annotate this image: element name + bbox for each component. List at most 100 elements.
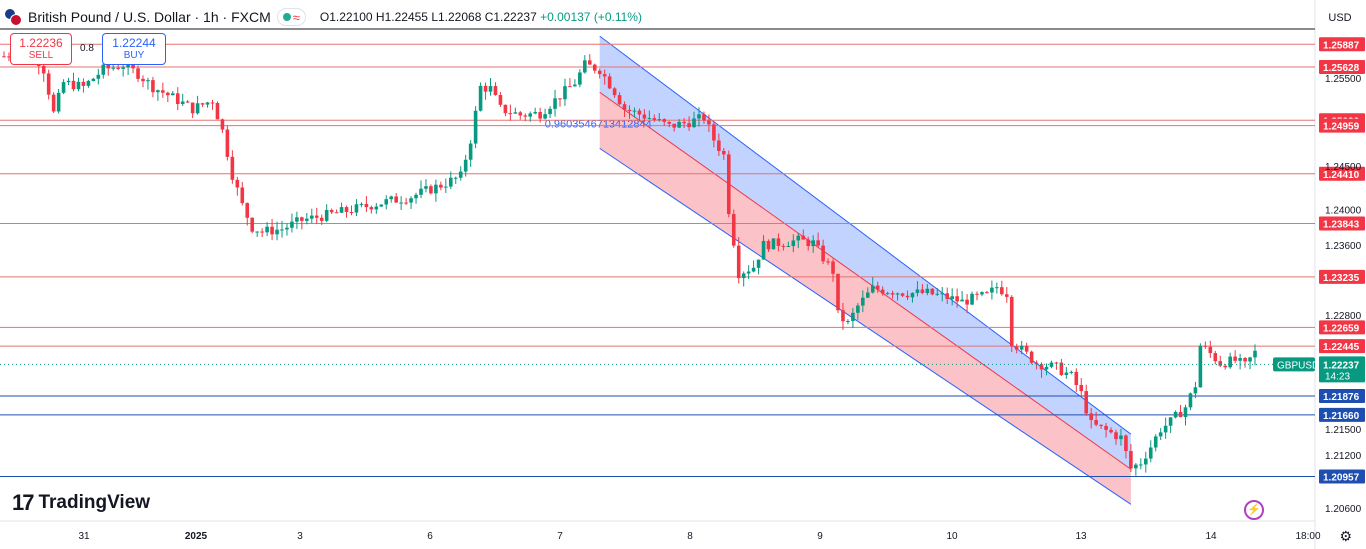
candle-body bbox=[702, 114, 706, 121]
candle-body bbox=[816, 240, 820, 246]
candle-body bbox=[587, 60, 592, 65]
candle-body bbox=[1059, 362, 1064, 376]
candle-body bbox=[722, 150, 726, 155]
candle-body bbox=[1203, 345, 1208, 347]
candle-body bbox=[414, 194, 418, 199]
market-status-pill[interactable]: ≈ bbox=[276, 8, 306, 26]
x-tick-9: 9 bbox=[817, 531, 823, 542]
candle-body bbox=[801, 235, 806, 240]
lightning-icon[interactable]: ⚡ bbox=[1244, 500, 1264, 520]
candle-body bbox=[240, 187, 245, 204]
candle-body bbox=[121, 67, 125, 69]
settings-gear-icon[interactable]: ⚙ bbox=[1339, 528, 1352, 544]
candle-body bbox=[220, 119, 225, 130]
candle-body bbox=[473, 110, 478, 144]
candle-body bbox=[1124, 435, 1128, 452]
candle-body bbox=[771, 238, 776, 250]
candle-body bbox=[905, 295, 910, 298]
candle-body bbox=[846, 320, 850, 322]
candle-body bbox=[166, 92, 170, 96]
countdown-label: 14:23 bbox=[1325, 371, 1350, 382]
candle-body bbox=[314, 215, 319, 218]
tradingview-logo[interactable]: 17 TradingView bbox=[12, 490, 150, 516]
candle-body bbox=[76, 81, 81, 90]
candle-body bbox=[1129, 451, 1133, 469]
candle-body bbox=[791, 240, 796, 247]
candle-body bbox=[329, 209, 334, 213]
candle-body bbox=[1039, 364, 1044, 370]
candle-body bbox=[861, 297, 865, 306]
level-tag-1.20957 bbox=[1319, 469, 1365, 484]
candle-body bbox=[225, 129, 230, 157]
currency-button[interactable]: USD bbox=[1328, 12, 1352, 24]
candle-body bbox=[657, 119, 662, 121]
spread-value: 0.8 bbox=[80, 43, 94, 54]
x-tick-10: 10 bbox=[946, 531, 958, 542]
candle-body bbox=[429, 186, 433, 194]
candle-body bbox=[2, 56, 6, 58]
candle-body bbox=[394, 196, 398, 203]
candle-body bbox=[1049, 362, 1054, 367]
candle-body bbox=[826, 261, 830, 263]
candle-body bbox=[101, 64, 106, 75]
candle-body bbox=[1173, 411, 1178, 418]
candle-body bbox=[260, 231, 264, 233]
level-tag-1.21660 bbox=[1319, 407, 1365, 422]
candle-body bbox=[56, 92, 61, 112]
candle-body bbox=[146, 80, 150, 82]
candle-body bbox=[637, 110, 642, 115]
candle-body bbox=[424, 186, 428, 189]
candle-body bbox=[1094, 420, 1098, 425]
candle-body bbox=[652, 118, 657, 120]
candle-body bbox=[309, 215, 314, 219]
level-tag-1.25628 bbox=[1319, 60, 1365, 75]
y-tick-1.22800: 1.22800 bbox=[1325, 311, 1362, 322]
candle-body bbox=[707, 120, 711, 125]
symbol-title[interactable]: British Pound / U.S. Dollar · 1h · FXCM bbox=[28, 9, 271, 25]
candle-body bbox=[717, 140, 721, 151]
ohlc-text: O1.22100 H1.22455 L1.22068 C1.22237 bbox=[319, 10, 537, 24]
candle-body bbox=[498, 94, 503, 105]
candle-body bbox=[885, 293, 890, 295]
candle-body bbox=[731, 214, 736, 246]
candle-body bbox=[1099, 424, 1103, 426]
channel-upper-line bbox=[599, 35, 1132, 435]
candle-body bbox=[766, 240, 771, 250]
level-tag-1.23235 bbox=[1319, 269, 1365, 284]
candle-body bbox=[230, 156, 235, 180]
candle-body bbox=[170, 93, 175, 96]
candle-body bbox=[806, 239, 811, 247]
candle-body bbox=[1064, 372, 1069, 376]
level-tag-1.25887 bbox=[1319, 37, 1365, 52]
candle-body bbox=[543, 114, 547, 119]
level-label-1.24410: 1.24410 bbox=[1323, 170, 1360, 181]
candle-body bbox=[1109, 429, 1113, 433]
candle-body bbox=[235, 179, 240, 188]
candle-body bbox=[975, 293, 979, 295]
level-tag-1.22445 bbox=[1319, 339, 1365, 354]
last-price-tag bbox=[1319, 356, 1365, 383]
symbol-tag-label: GBPUSD bbox=[1277, 360, 1319, 371]
candle-body bbox=[851, 312, 855, 321]
candle-body bbox=[305, 218, 309, 221]
x-tick-8: 8 bbox=[687, 531, 693, 542]
candle-body bbox=[478, 85, 483, 111]
candle-body bbox=[180, 101, 185, 104]
candle-body bbox=[41, 66, 46, 74]
candle-body bbox=[995, 287, 999, 289]
candle-body bbox=[290, 221, 294, 228]
candle-body bbox=[106, 64, 111, 69]
candle-body bbox=[1014, 346, 1019, 350]
candle-body bbox=[687, 123, 691, 128]
sell-button[interactable]: 1.22236 SELL bbox=[10, 33, 72, 65]
buy-button[interactable]: 1.22244 BUY bbox=[102, 33, 166, 65]
candle-body bbox=[7, 56, 11, 58]
candle-body bbox=[880, 289, 885, 294]
candle-body bbox=[319, 217, 324, 221]
candle-body bbox=[1253, 350, 1257, 358]
candle-body bbox=[468, 143, 473, 160]
candle-body bbox=[786, 246, 791, 248]
level-label-1.23843: 1.23843 bbox=[1323, 220, 1360, 231]
